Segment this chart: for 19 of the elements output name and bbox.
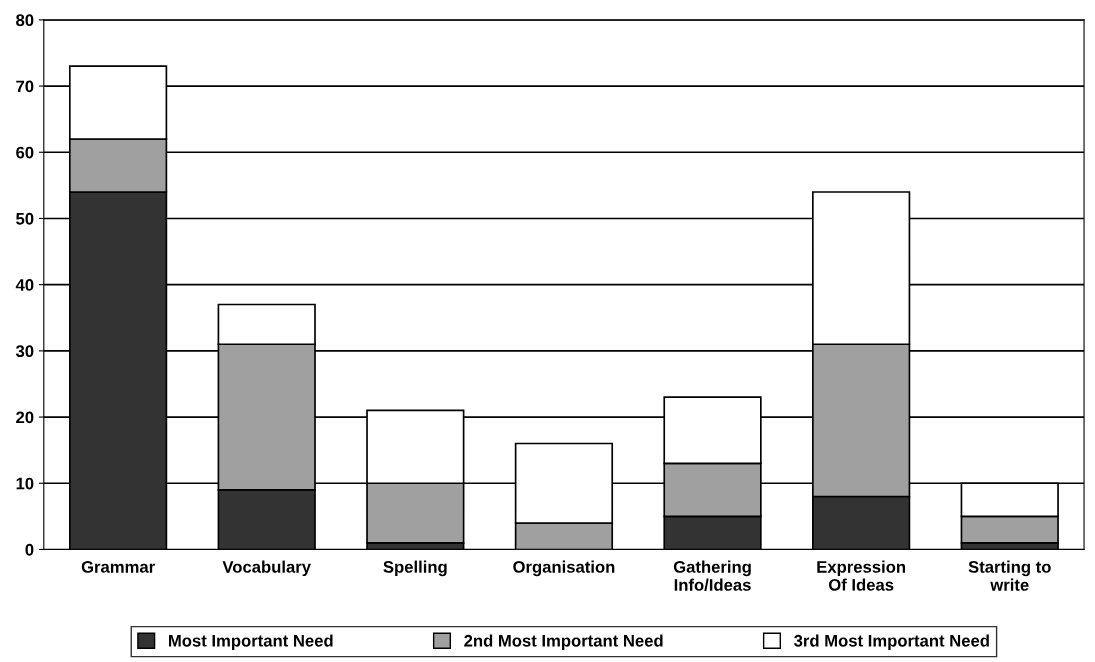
y-tick-label: 10 [16,477,34,490]
y-tick-label: 60 [16,146,34,159]
x-tick-label: Organisation [513,560,615,577]
x-tick-label: Spelling [383,560,447,577]
x-tick-label: Vocabulary [222,560,311,577]
y-tick-label: 50 [16,212,34,225]
y-tick-label: 80 [16,14,34,27]
legend-label: Most Important Need [169,634,333,650]
y-tick-label: 30 [15,345,34,358]
x-tick-label: Starting to write [968,560,1051,591]
y-tick-label: 20 [16,411,34,424]
x-tick-label: Grammar [81,561,155,573]
x-tick-label: Expression Of Ideas [817,560,906,591]
y-tick-label: 40 [15,279,34,291]
y-tick-label: 0 [25,543,34,556]
x-tick-label: Gathering Info/Ideas [673,560,751,592]
legend-label: 2nd Most Important Need [464,634,663,650]
y-tick-label: 70 [16,80,34,93]
legend-label: 3rd Most Important Need [794,634,989,650]
